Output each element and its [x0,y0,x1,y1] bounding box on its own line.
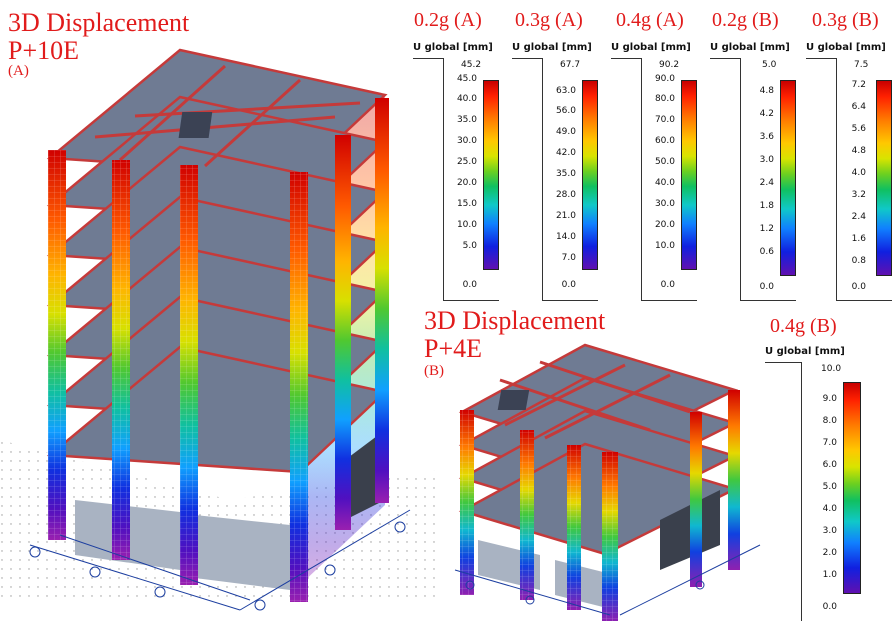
legend-tick: 0.0 [660,280,675,290]
legend-tick: 0.6 [759,247,774,257]
legend-tick: 4.8 [759,86,774,96]
legend-tick: 30.0 [456,136,477,146]
model-b-title-line1: 3D Displacement [424,306,606,335]
legend-tick: 2.0 [822,548,837,558]
legend-max: 7.5 [854,60,869,70]
legend-header: U global [mm] [765,346,845,357]
case-label-03g-a: 0.3g (A) [515,9,583,31]
legend-tick: 4.8 [851,146,866,156]
legend-tick: 4.0 [822,504,837,514]
legend-tick: 0.0 [822,602,837,612]
legend-tick: 90.0 [654,74,675,84]
legend-color-bar [483,80,499,270]
legend-tick: 49.0 [555,127,576,137]
legend-tick: 25.0 [456,157,477,167]
legend-tick: 20.0 [654,220,675,230]
legend-tick: 1.0 [822,570,837,580]
legend-02g-a: U global [mm] 45.2 45.0 40.0 35.0 30.0 2… [413,42,503,301]
legend-tick: 2.4 [851,212,866,222]
legend-tick: 0.0 [561,280,576,290]
legend-tick: 8.0 [822,416,837,426]
legend-tick: 63.0 [555,86,576,96]
model-a-title-line1: 3D Displacement [8,8,190,37]
legend-tick: 70.0 [654,115,675,125]
legend-color-bar [681,80,697,270]
legend-color-bar [843,382,861,594]
legend-tick: 28.0 [555,190,576,200]
legend-header: U global [mm] [611,42,691,53]
model-a-tag: (A) [8,63,29,79]
case-label-04g-a: 0.4g (A) [616,9,684,31]
legend-header: U global [mm] [806,42,886,53]
legend-tick: 14.0 [555,232,576,242]
legend-tick: 45.0 [456,74,477,84]
legend-max: 67.7 [560,60,581,70]
legend-header: U global [mm] [413,42,493,53]
legend-04g-b: U global [mm] 10.0 9.0 8.0 7.0 6.0 5.0 4… [765,346,865,621]
legend-tick: 0.8 [851,256,866,266]
legend-tick: 56.0 [555,106,576,116]
legend-tick: 0.0 [851,282,866,292]
case-label-02g-b: 0.2g (B) [712,9,779,31]
legend-header: U global [mm] [512,42,592,53]
legend-03g-a: U global [mm] 67.7 63.0 56.0 49.0 42.0 3… [512,42,602,301]
legend-tick: 15.0 [456,199,477,209]
case-label-03g-b: 0.3g (B) [812,9,879,31]
legend-tick: 60.0 [654,136,675,146]
legend-tick: 35.0 [555,169,576,179]
legend-tick: 6.4 [851,102,866,112]
legend-tick: 50.0 [654,157,675,167]
legend-tick: 3.2 [851,190,866,200]
legend-tick: 7.2 [851,80,866,90]
legend-tick: 35.0 [456,115,477,125]
legend-tick: 7.0 [561,253,576,263]
legend-tick: 6.0 [822,460,837,470]
case-label-02g-a: 0.2g (A) [414,9,482,31]
legend-tick: 10.0 [456,220,477,230]
model-a-title-line2: P+10E [8,36,80,65]
legend-03g-b: U global [mm] 7.5 7.2 6.4 5.6 4.8 4.0 3.… [806,42,892,301]
legend-tick: 3.0 [759,155,774,165]
model-b-tag: (B) [424,363,444,379]
legend-tick: 3.0 [822,526,837,536]
legend-tick: 7.0 [822,438,837,448]
legend-tick: 0.0 [759,282,774,292]
legend-tick: 40.0 [654,178,675,188]
legend-tick: 5.0 [822,482,837,492]
legend-max: 10.0 [821,364,842,374]
legend-tick: 10.0 [654,241,675,251]
building-a [0,48,440,611]
legend-tick: 0.0 [462,280,477,290]
case-label-04g-b: 0.4g (B) [770,315,837,337]
legend-tick: 20.0 [456,178,477,188]
legend-max: 5.0 [762,60,777,70]
legend-02g-b: U global [mm] 5.0 4.8 4.2 3.6 3.0 2.4 1.… [710,42,800,301]
legend-tick: 21.0 [555,211,576,221]
legend-tick: 4.0 [851,168,866,178]
legend-tick: 5.6 [851,124,866,134]
legend-tick: 9.0 [822,394,837,404]
legend-tick: 30.0 [654,199,675,209]
legend-max: 90.2 [659,60,680,70]
legend-tick: 42.0 [555,148,576,158]
legend-tick: 80.0 [654,94,675,104]
legend-color-bar [876,80,892,276]
building-b [454,343,761,621]
legend-tick: 3.6 [759,132,774,142]
legend-max: 45.2 [461,60,482,70]
legend-04g-a: U global [mm] 90.2 90.0 80.0 70.0 60.0 5… [611,42,701,301]
legend-tick: 4.2 [759,109,774,119]
legend-color-bar [582,80,598,270]
legend-color-bar [780,80,796,276]
model-b-title-line2: P+4E [424,334,483,363]
legend-header: U global [mm] [710,42,790,53]
legend-tick: 40.0 [456,94,477,104]
legend-tick: 1.2 [759,224,774,234]
legend-tick: 1.6 [851,234,866,244]
legend-tick: 2.4 [759,178,774,188]
legend-tick: 1.8 [759,201,774,211]
legend-tick: 5.0 [462,241,477,251]
